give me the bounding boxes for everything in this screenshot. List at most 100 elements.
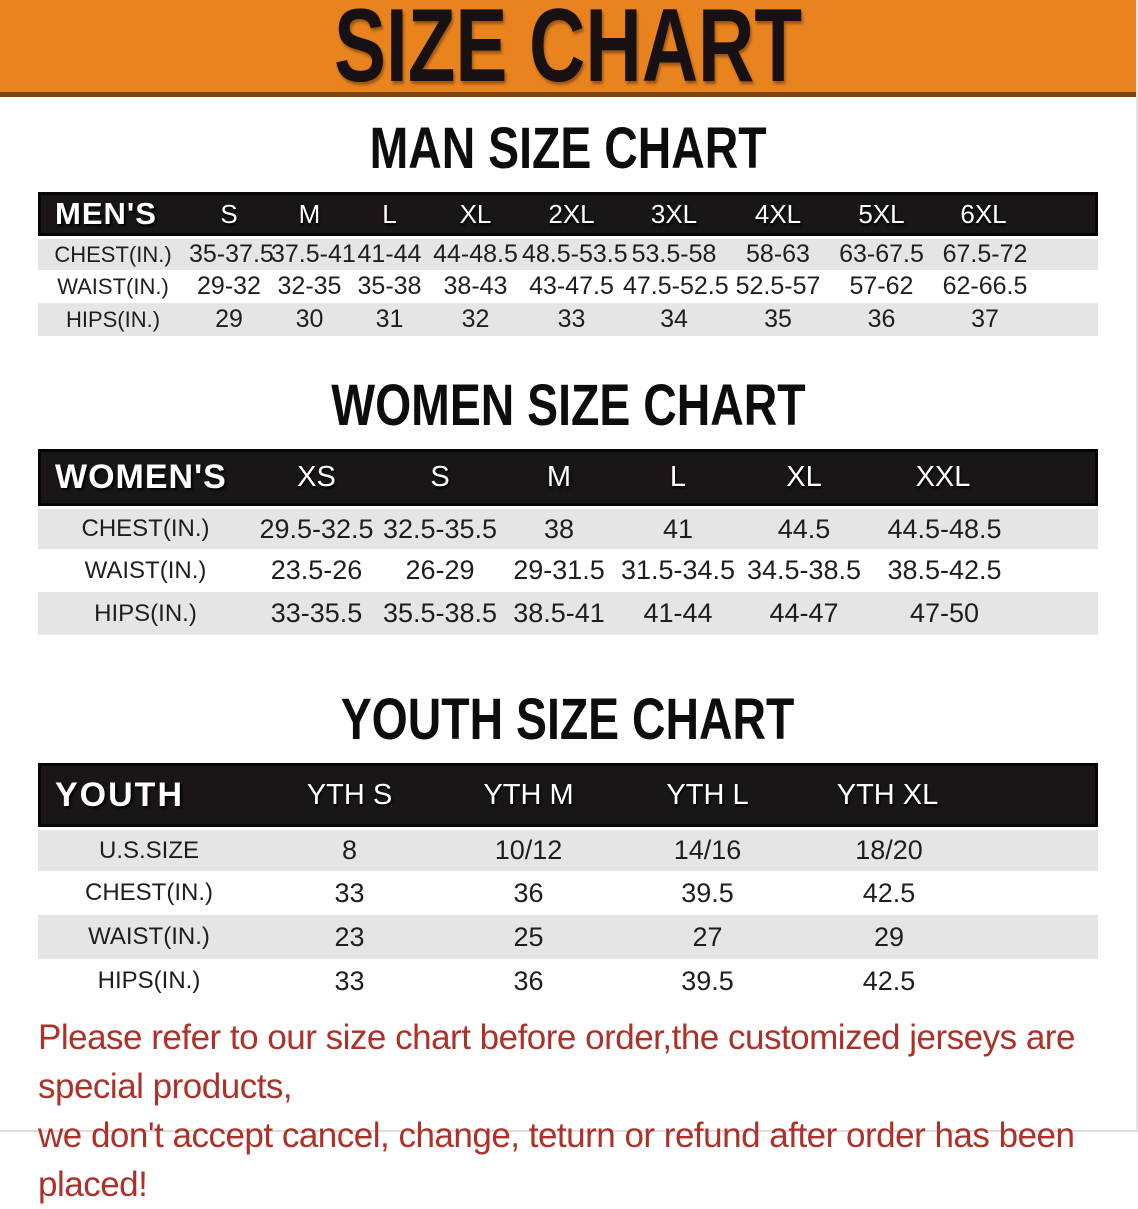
men-section-heading: MAN SIZE CHART: [0, 116, 1136, 181]
women-section-heading: WOMEN SIZE CHART: [0, 373, 1136, 438]
table-row: HIPS(IN.) 33-35.5 35.5-38.5 38.5-41 41-44 44-…: [38, 592, 1098, 635]
size-value-cell: 41-44: [618, 592, 738, 635]
table-row: CHEST(IN.) 29.5-32.5 32.5-35.5 38 41 44.5 44.5…: [38, 506, 1098, 549]
size-value-cell: 8: [260, 827, 439, 871]
size-value-cell: 38.5-41: [500, 592, 618, 635]
size-value-cell: 32.5-35.5: [380, 506, 500, 549]
size-column-header: S: [380, 449, 500, 506]
table-row: HIPS(IN.) 29 30 31 32 33 34 35 36 37: [38, 303, 1098, 336]
size-column-header: YTH L: [618, 763, 797, 827]
youth-size-table: YOUTH YTH S YTH M YTH L YTH XL U.S.SIZE 8 10/1…: [38, 763, 1098, 1003]
size-value-cell: 33-35.5: [253, 592, 380, 635]
size-value-cell: 36: [830, 303, 933, 336]
size-value-cell: 29: [188, 303, 270, 336]
size-value-cell: 67.5-72: [933, 236, 1098, 270]
size-value-cell: 31: [349, 303, 430, 336]
size-value-cell: 44.5-48.5: [870, 506, 1098, 549]
size-value-cell: 25: [439, 915, 618, 959]
row-label: HIPS(IN.): [38, 592, 253, 635]
disclaimer-text: Please refer to our size chart before or…: [38, 1013, 1136, 1209]
size-value-cell: 35: [726, 303, 830, 336]
row-label: CHEST(IN.): [38, 506, 253, 549]
size-value-cell: 29-31.5: [500, 549, 618, 592]
row-label: WAIST(IN.): [38, 915, 260, 959]
size-value-cell: 41-44: [349, 236, 430, 270]
table-row: WAIST(IN.) 29-32 32-35 35-38 38-43 43-47.5 47.…: [38, 270, 1098, 303]
size-column-header: XL: [430, 192, 521, 236]
size-value-cell: 38-43: [430, 270, 521, 303]
size-value-cell: 29-32: [188, 270, 270, 303]
women-header-row: WOMEN'S XS S M L XL XXL: [38, 449, 1098, 506]
size-value-cell: 35-38: [349, 270, 430, 303]
size-column-header: 6XL: [933, 192, 1098, 236]
size-value-cell: 23: [260, 915, 439, 959]
banner: SIZE CHART: [0, 0, 1136, 104]
size-column-header: L: [349, 192, 430, 236]
size-value-cell: 32-35: [270, 270, 349, 303]
size-value-cell: 29: [797, 915, 1098, 959]
page-title: SIZE CHART: [334, 0, 802, 104]
size-value-cell: 35.5-38.5: [380, 592, 500, 635]
men-section-heading-text: MAN SIZE CHART: [369, 116, 767, 181]
size-value-cell: 29.5-32.5: [253, 506, 380, 549]
size-value-cell: 26-29: [380, 549, 500, 592]
table-row: CHEST(IN.) 35-37.5 37.5-41 41-44 44-48.5 48.5…: [38, 236, 1098, 270]
size-column-header: XS: [253, 449, 380, 506]
table-title: MEN'S: [38, 192, 188, 236]
size-column-header: 5XL: [830, 192, 933, 236]
size-column-header: M: [270, 192, 349, 236]
size-value-cell: 34: [622, 303, 726, 336]
table-row: WAIST(IN.) 23.5-26 26-29 29-31.5 31.5-34.5 34…: [38, 549, 1098, 592]
size-column-header: YTH XL: [797, 763, 1098, 827]
size-value-cell: 36: [439, 959, 618, 1003]
size-value-cell: 62-66.5: [933, 270, 1098, 303]
size-value-cell: 30: [270, 303, 349, 336]
size-column-header: XXL: [870, 449, 1098, 506]
table-row: WAIST(IN.) 23 25 27 29: [38, 915, 1098, 959]
size-value-cell: 43-47.5: [521, 270, 622, 303]
size-column-header: S: [188, 192, 270, 236]
size-column-header: M: [500, 449, 618, 506]
size-value-cell: 42.5: [797, 959, 1098, 1003]
youth-header-row: YOUTH YTH S YTH M YTH L YTH XL: [38, 763, 1098, 827]
size-column-header: 3XL: [622, 192, 726, 236]
size-value-cell: 37: [933, 303, 1098, 336]
size-value-cell: 36: [439, 871, 618, 915]
size-value-cell: 38.5-42.5: [870, 549, 1098, 592]
table-row: U.S.SIZE 8 10/12 14/16 18/20: [38, 827, 1098, 871]
youth-section-heading: YOUTH SIZE CHART: [0, 691, 1136, 749]
size-value-cell: 47-50: [870, 592, 1098, 635]
size-value-cell: 27: [618, 915, 797, 959]
table-title: YOUTH: [38, 763, 260, 827]
size-value-cell: 33: [260, 959, 439, 1003]
row-label: CHEST(IN.): [38, 236, 188, 270]
row-label: CHEST(IN.): [38, 871, 260, 915]
size-value-cell: 52.5-57: [726, 270, 830, 303]
table-title: WOMEN'S: [38, 449, 253, 506]
size-value-cell: 37.5-41: [270, 236, 356, 270]
size-column-header: XL: [738, 449, 870, 506]
women-section-heading-text: WOMEN SIZE CHART: [330, 373, 806, 438]
size-value-cell: 48.5-53.5: [521, 236, 628, 270]
size-value-cell: 39.5: [618, 871, 797, 915]
size-value-cell: 33: [521, 303, 622, 336]
size-value-cell: 32: [430, 303, 521, 336]
size-value-cell: 42.5: [797, 871, 1098, 915]
size-value-cell: 35-37.5: [188, 236, 274, 270]
disclaimer-line-1: Please refer to our size chart before or…: [38, 1018, 1075, 1106]
size-column-header: YTH S: [260, 763, 439, 827]
size-column-header: 2XL: [521, 192, 622, 236]
size-value-cell: 44-48.5: [430, 236, 521, 270]
table-row: HIPS(IN.) 33 36 39.5 42.5: [38, 959, 1098, 1003]
women-size-table: WOMEN'S XS S M L XL XXL CHEST(IN.) 29.5-32.5 32.…: [38, 449, 1098, 635]
size-value-cell: 57-62: [830, 270, 933, 303]
size-value-cell: 53.5-58: [622, 236, 726, 270]
men-size-table: MEN'S S M L XL 2XL 3XL 4XL 5XL 6XL CHEST(IN.) 35-3…: [38, 192, 1098, 336]
size-column-header: 4XL: [726, 192, 830, 236]
row-label: HIPS(IN.): [38, 959, 260, 1003]
size-value-cell: 10/12: [439, 827, 618, 871]
row-label: U.S.SIZE: [38, 827, 260, 871]
size-value-cell: 33: [260, 871, 439, 915]
size-column-header: L: [618, 449, 738, 506]
